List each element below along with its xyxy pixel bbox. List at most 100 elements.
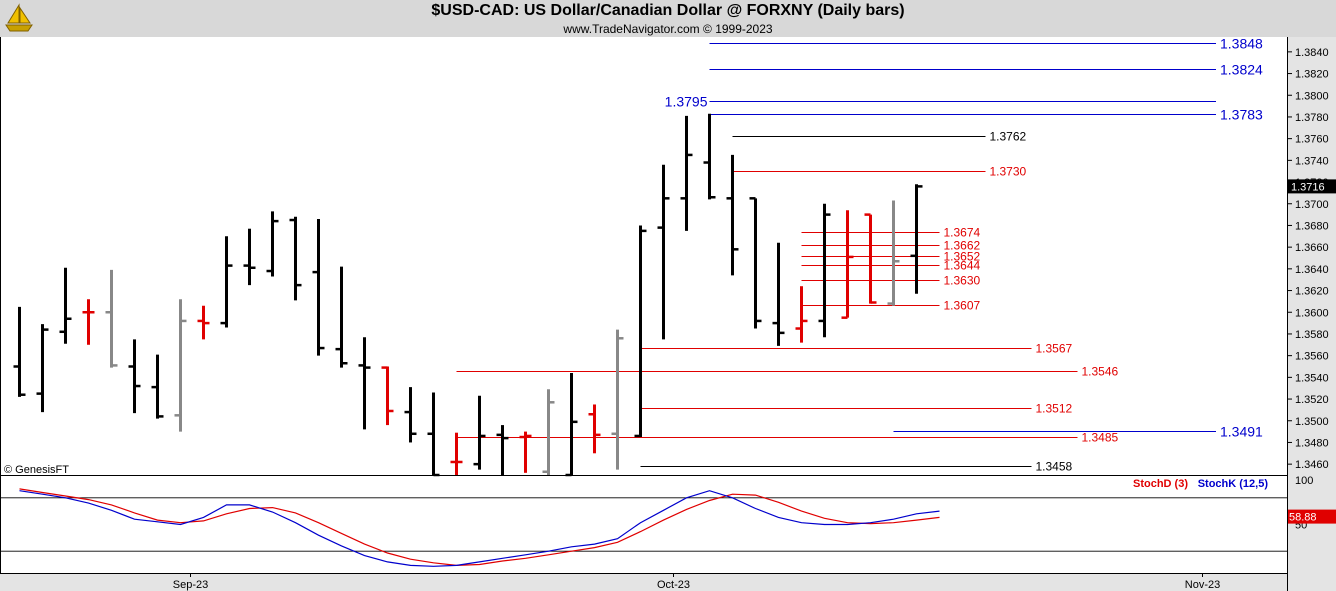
ohlc-bar: [450, 432, 463, 475]
level-label: 1.3824: [1220, 62, 1263, 78]
y-tick-label: 1.3700: [1295, 199, 1329, 211]
ohlc-bar: [13, 306, 26, 397]
ohlc-bar: [151, 354, 164, 419]
last-price-box: [1288, 179, 1336, 194]
level-label: 1.3674: [944, 226, 981, 240]
ohlc-bar: [381, 366, 394, 426]
stoch-last-box: [1288, 509, 1336, 524]
level-label: 1.3630: [944, 274, 981, 288]
y-tick-label: 1.3820: [1295, 69, 1329, 81]
ohlc-bar: [82, 299, 95, 345]
ohlc-bar: [335, 266, 348, 368]
ohlc-bar: [565, 373, 578, 477]
stoch-last-label: 58.88: [1289, 512, 1317, 524]
x-tick-label: Nov-23: [1185, 579, 1220, 591]
stoch-tick-label: 100: [1295, 475, 1313, 487]
ohlc-bar: [749, 197, 762, 329]
ohlc-bar: [174, 299, 187, 432]
y-tick-label: 1.3680: [1295, 220, 1329, 232]
y-tick-label: 1.3500: [1295, 416, 1329, 428]
level-label: 1.3546: [1082, 365, 1119, 379]
x-tick-label: Oct-23: [657, 579, 690, 591]
ohlc-bar: [634, 225, 647, 438]
stoch-series-line: [19, 488, 940, 567]
ohlc-bar: [358, 337, 371, 430]
stoch-d-title: StochD (3): [1133, 478, 1188, 490]
y-tick-label: 1.3800: [1295, 90, 1329, 102]
copyright-label: © GenesisFT: [4, 464, 69, 476]
y-tick-label: 1.3640: [1295, 264, 1329, 276]
x-tick-label: Sep-23: [173, 579, 208, 591]
level-label: 1.3795: [665, 94, 708, 110]
ohlc-bar: [864, 213, 877, 304]
chart-subtitle: www.TradeNavigator.com © 1999-2023: [563, 22, 773, 36]
ohlc-bar: [105, 269, 118, 368]
ohlc-bar: [519, 431, 532, 473]
y-tick-label: 1.3780: [1295, 112, 1329, 124]
y-tick-label: 1.3660: [1295, 242, 1329, 254]
level-label: 1.3567: [1036, 342, 1073, 356]
level-label: 1.3848: [1220, 37, 1263, 52]
ohlc-bar: [197, 305, 210, 340]
level-label: 1.3485: [1082, 431, 1119, 445]
ohlc-bar: [841, 210, 854, 319]
y-tick-label: 1.3460: [1295, 459, 1329, 471]
x-axis-background: [0, 573, 1287, 591]
price-pane: 1.3460 1.3480 1.3500 1.3520 1.3540 1.3560 1.35…: [0, 37, 1336, 591]
ohlc-bar: [795, 286, 808, 343]
x-axis: Sep-23 Oct-23 Nov-23: [0, 573, 1287, 591]
ship-logo-icon: [5, 3, 33, 32]
level-label: 1.3762: [990, 130, 1027, 144]
ohlc-bar: [772, 242, 785, 346]
ohlc-bar: [59, 267, 72, 344]
ohlc-bar: [427, 392, 440, 477]
ohlc-bar: [473, 395, 486, 470]
ohlc-bar: [220, 236, 233, 328]
y-tick-label: 1.3760: [1295, 134, 1329, 146]
chart-header: $USD-CAD: US Dollar/Canadian Dollar @ FO…: [0, 0, 1336, 37]
ohlc-bar: [611, 329, 624, 470]
y-tick-label: 1.3740: [1295, 155, 1329, 167]
level-label: 1.3458: [1036, 460, 1073, 474]
stoch-k-title: StochK (12,5): [1198, 478, 1269, 490]
ohlc-bar: [243, 228, 256, 286]
ohlc-bar: [887, 200, 900, 306]
ohlc-bar: [312, 218, 325, 356]
y-tick-label: 1.3560: [1295, 351, 1329, 363]
y-axis-background: [1287, 37, 1336, 591]
price-bars: [13, 113, 923, 477]
ohlc-bar: [289, 216, 302, 301]
level-label: 1.3730: [990, 165, 1027, 179]
ohlc-bar: [680, 115, 693, 231]
level-label: 1.3662: [944, 239, 981, 253]
chart-area: 1.3460 1.3480 1.3500 1.3520 1.3540 1.3560 1.35…: [0, 37, 1336, 591]
y-tick-label: 1.3840: [1295, 47, 1329, 59]
ohlc-bar: [818, 203, 831, 338]
level-label: 1.3607: [944, 299, 981, 313]
y-tick-label: 1.3580: [1295, 329, 1329, 341]
level-label: 1.3512: [1036, 402, 1073, 416]
y-tick-label: 1.3600: [1295, 307, 1329, 319]
y-tick-label: 1.3540: [1295, 372, 1329, 384]
ohlc-bar: [496, 425, 509, 475]
ohlc-bar: [36, 324, 49, 413]
y-tick-label: 1.3480: [1295, 437, 1329, 449]
y-tick-label: 1.3620: [1295, 286, 1329, 298]
level-label: 1.3783: [1220, 107, 1263, 123]
level-label: 1.3491: [1220, 424, 1263, 440]
ohlc-bar: [726, 154, 739, 276]
ohlc-bar: [657, 164, 670, 340]
y-tick-label: 1.3520: [1295, 394, 1329, 406]
ohlc-bar: [542, 389, 555, 475]
stoch-series-line: [19, 490, 940, 567]
last-price-label: 1.3716: [1291, 181, 1325, 193]
ohlc-bar: [128, 339, 141, 414]
ohlc-bar: [588, 404, 601, 454]
ohlc-bar: [404, 387, 417, 443]
ohlc-bar: [703, 113, 716, 200]
level-label: 1.3652: [944, 250, 981, 264]
ohlc-bar: [266, 211, 279, 277]
chart-title: $USD-CAD: US Dollar/Canadian Dollar @ FO…: [431, 2, 905, 19]
level-label: 1.3644: [944, 259, 981, 273]
